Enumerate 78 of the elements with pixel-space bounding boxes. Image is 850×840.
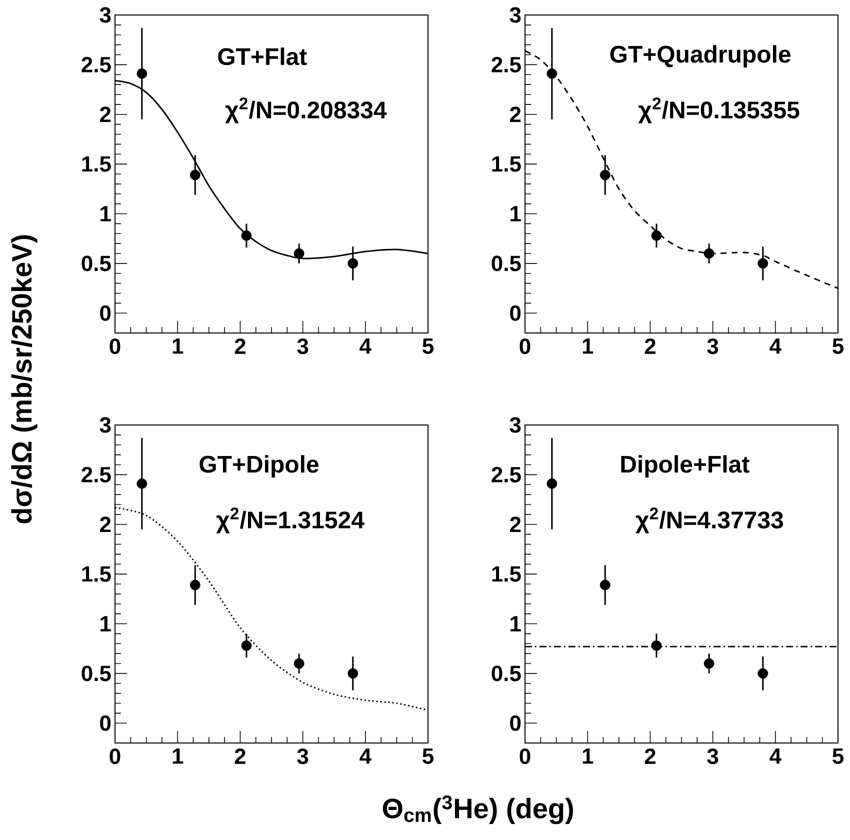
x-tick-label: 2 xyxy=(644,748,656,764)
x-axis-title: Θ$_{cm}$($^{3}$He) (deg) xyxy=(382,795,573,824)
y-tick-label: 3 xyxy=(510,417,521,433)
annotation: χ$^{2}$/N=4.37733 xyxy=(636,508,784,534)
point xyxy=(546,478,558,489)
y-tick-label: 0.5 xyxy=(82,256,111,272)
point xyxy=(704,248,714,259)
point xyxy=(758,668,768,679)
x-tick-label: 2 xyxy=(644,338,656,354)
annotation: GT+Quadrupole xyxy=(610,45,791,68)
y-axis-title: dσ/dΩ (mb/sr/250keV) xyxy=(11,235,38,524)
x-tick-label: 5 xyxy=(832,338,844,354)
y-tick-label: 1.5 xyxy=(82,566,111,582)
x-tick-label: 1 xyxy=(582,338,594,354)
point xyxy=(651,230,662,241)
annotation: χ$^{2}$/N=1.31524 xyxy=(216,508,364,534)
annotation: χ$^{2}$/N=0.135355 xyxy=(638,98,800,124)
point xyxy=(136,478,148,489)
y-tick-label: 1.5 xyxy=(492,156,521,172)
x-tick-label: 3 xyxy=(297,338,308,354)
y-tick-label: 0 xyxy=(510,715,521,731)
x-tick-label: 5 xyxy=(422,338,434,354)
point xyxy=(136,68,148,79)
x-tick-label: 2 xyxy=(234,338,246,354)
x-tick-label: 1 xyxy=(172,338,184,354)
x-tick-label: 5 xyxy=(422,748,434,764)
point xyxy=(600,170,610,180)
point xyxy=(651,640,662,651)
y-tick-label: 2.5 xyxy=(492,56,521,72)
y-tick-label: 2.5 xyxy=(492,466,521,482)
y-tick-label: 1.5 xyxy=(492,566,521,582)
x-tick-label: 3 xyxy=(297,748,308,764)
point xyxy=(600,580,610,590)
y-tick-label: 0 xyxy=(100,715,111,731)
y-tick-label: 2 xyxy=(510,516,521,532)
y-tick-label: 2 xyxy=(510,106,521,122)
annotation: χ$^{2}$/N=0.208334 xyxy=(225,98,387,124)
y-tick-label: 1 xyxy=(510,616,521,632)
point xyxy=(546,68,558,79)
point xyxy=(348,258,358,269)
point xyxy=(190,170,200,180)
point xyxy=(294,248,304,259)
y-tick-label: 3 xyxy=(100,7,111,23)
y-tick-label: 1 xyxy=(510,206,521,222)
y-tick-label: 0.5 xyxy=(82,666,111,682)
annotation: GT+Dipole xyxy=(200,455,319,478)
point xyxy=(241,640,252,651)
annotation: Dipole+Flat xyxy=(621,455,750,478)
y-tick-label: 0.5 xyxy=(492,256,521,272)
x-tick-label: 4 xyxy=(360,748,372,764)
x-tick-label: 1 xyxy=(172,748,184,764)
x-tick-label: 4 xyxy=(360,338,372,354)
point xyxy=(348,668,358,679)
y-tick-label: 2.5 xyxy=(82,56,111,72)
y-tick-label: 2.5 xyxy=(82,466,111,482)
point xyxy=(704,658,714,669)
y-tick-label: 3 xyxy=(510,7,521,23)
y-tick-label: 0 xyxy=(510,305,521,321)
point xyxy=(241,230,252,241)
x-tick-label: 3 xyxy=(707,748,718,764)
y-tick-label: 2 xyxy=(100,106,111,122)
x-tick-label: 4 xyxy=(770,748,782,764)
x-tick-label: 4 xyxy=(770,338,782,354)
x-tick-label: 3 xyxy=(707,338,718,354)
y-tick-label: 1 xyxy=(100,206,111,222)
y-tick-label: 1.5 xyxy=(82,156,111,172)
x-tick-label: 5 xyxy=(832,748,844,764)
x-tick-label: 1 xyxy=(582,748,594,764)
y-tick-label: 0.5 xyxy=(492,666,521,682)
y-tick-label: 0 xyxy=(100,305,111,321)
y-tick-label: 3 xyxy=(100,417,111,433)
annotation: GT+Flat xyxy=(218,48,307,66)
point xyxy=(294,658,304,669)
point xyxy=(190,580,200,590)
y-tick-label: 2 xyxy=(100,516,111,532)
x-tick-label: 2 xyxy=(234,748,246,764)
point xyxy=(758,258,768,269)
y-tick-label: 1 xyxy=(100,616,111,632)
